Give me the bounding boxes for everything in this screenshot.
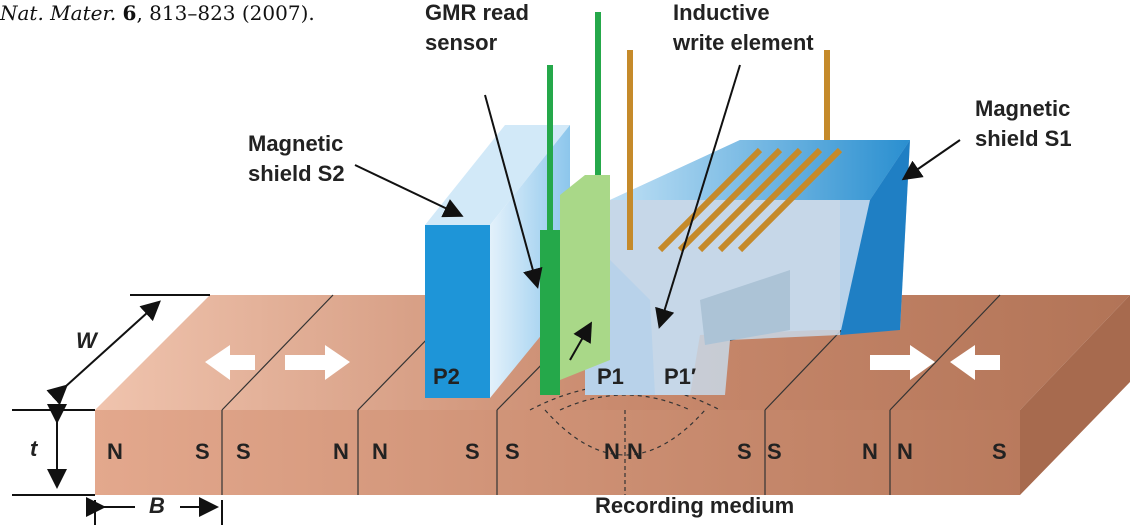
pole: S bbox=[505, 439, 520, 464]
label: shield S2 bbox=[248, 161, 345, 186]
label: sensor bbox=[425, 30, 498, 55]
label: Magnetic bbox=[248, 131, 343, 156]
journal: Nat. Mater. bbox=[0, 1, 116, 25]
gmr-sensor bbox=[540, 12, 610, 395]
dimension: B bbox=[149, 493, 165, 518]
pole: N bbox=[333, 439, 349, 464]
pages: , 813–823 (2007). bbox=[136, 1, 314, 25]
pole: S bbox=[737, 439, 752, 464]
dimension: W bbox=[76, 328, 99, 353]
pole: N bbox=[372, 439, 388, 464]
label: Inductive bbox=[673, 0, 770, 25]
pole: S bbox=[465, 439, 480, 464]
citation: Nat. Mater. 6, 813–823 (2007). bbox=[0, 1, 315, 25]
label: shield S1 bbox=[975, 126, 1072, 151]
write-element bbox=[585, 50, 910, 395]
head-label: P2 bbox=[433, 364, 460, 389]
label: GMR read bbox=[425, 0, 529, 25]
pole: S bbox=[767, 439, 782, 464]
pole: N bbox=[107, 439, 123, 464]
pole: S bbox=[195, 439, 210, 464]
pole: S bbox=[236, 439, 251, 464]
label: Magnetic bbox=[975, 96, 1070, 121]
medium-label: Recording medium bbox=[595, 493, 794, 518]
pole: S bbox=[992, 439, 1007, 464]
volume: 6 bbox=[123, 1, 137, 25]
head-label: P1′ bbox=[664, 364, 696, 389]
pole: N bbox=[627, 439, 643, 464]
head-label: P1 bbox=[597, 364, 624, 389]
pole: N bbox=[862, 439, 878, 464]
dimension: t bbox=[30, 436, 39, 461]
pole: N bbox=[604, 439, 620, 464]
label: write element bbox=[672, 30, 814, 55]
pole: N bbox=[897, 439, 913, 464]
